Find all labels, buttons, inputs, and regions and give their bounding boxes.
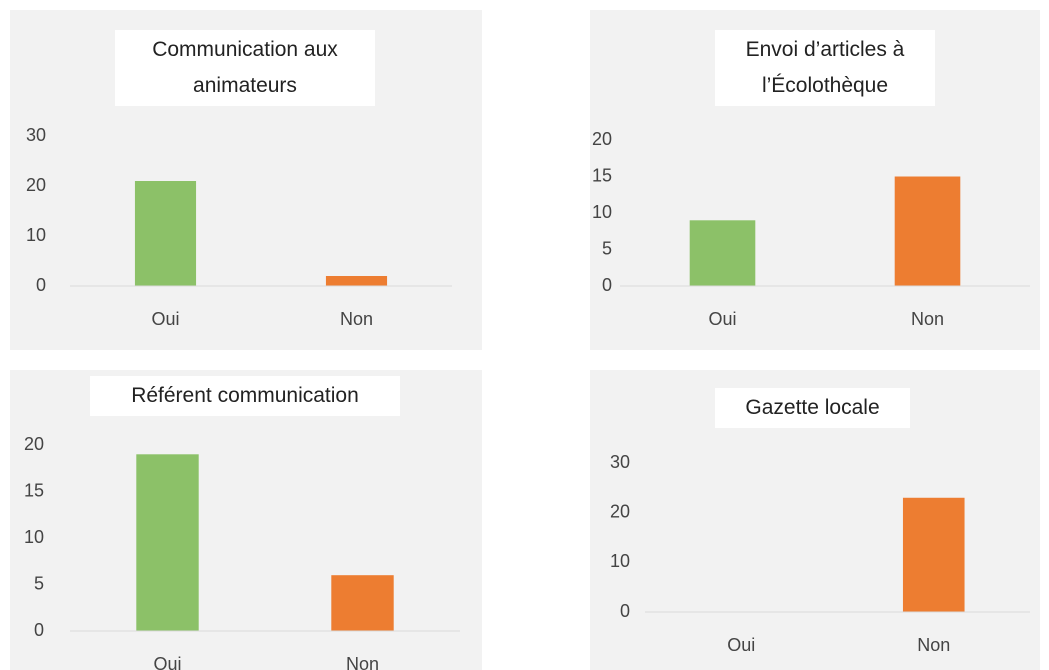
x-tick-label: Non xyxy=(911,309,944,329)
bar xyxy=(134,181,197,286)
bar xyxy=(894,176,961,286)
y-tick-label: 10 xyxy=(592,202,612,222)
y-tick-label: 30 xyxy=(610,452,630,472)
y-tick-label: 15 xyxy=(24,480,44,500)
chart-panel: 0 5 10 15 20 Oui Non Référent communication xyxy=(10,370,482,670)
x-tick-label: Non xyxy=(346,654,379,670)
chart: 0 5 10 15 20 Oui Non xyxy=(24,434,460,670)
x-tick-label: Non xyxy=(340,309,373,329)
y-tick-label: 10 xyxy=(26,225,46,245)
chart: 0 10 20 30 Oui Non xyxy=(610,452,1030,655)
y-tick-label: 15 xyxy=(592,165,612,185)
chart-title: Communication aux animateurs xyxy=(115,30,375,106)
chart: 0 5 10 15 20 Oui Non xyxy=(592,129,1030,329)
chart: 0 10 20 30 Oui Non xyxy=(26,125,452,329)
y-tick-label: 20 xyxy=(26,175,46,195)
chart-title: Gazette locale xyxy=(715,388,910,428)
x-tick-label: Oui xyxy=(727,635,755,655)
y-tick-label: 5 xyxy=(34,573,44,593)
bar xyxy=(331,575,394,631)
x-tick-label: Oui xyxy=(153,654,181,670)
y-tick-label: 20 xyxy=(24,434,44,454)
y-tick-label: 10 xyxy=(610,551,630,571)
bar xyxy=(325,276,388,286)
y-tick-label: 0 xyxy=(34,620,44,640)
chart-title: Envoi d’articles à l’Écolothèque xyxy=(715,30,935,106)
y-tick-label: 0 xyxy=(602,275,612,295)
y-tick-label: 20 xyxy=(592,129,612,149)
chart-panel: 0 10 20 30 Oui Non Communication aux animateur… xyxy=(10,10,482,350)
y-tick-label: 10 xyxy=(24,527,44,547)
x-tick-label: Oui xyxy=(151,309,179,329)
y-tick-label: 20 xyxy=(610,501,630,521)
bar xyxy=(136,454,199,631)
y-tick-label: 0 xyxy=(36,275,46,295)
chart-panel: 0 5 10 15 20 Oui Non Envoi d’articles à l’Écolo… xyxy=(590,10,1040,350)
y-tick-label: 0 xyxy=(620,601,630,621)
y-tick-label: 5 xyxy=(602,238,612,258)
chart-title: Référent communication xyxy=(90,376,400,416)
chart-panel: 0 10 20 30 Oui Non Gazette locale xyxy=(590,370,1040,670)
x-tick-label: Non xyxy=(917,635,950,655)
y-tick-label: 30 xyxy=(26,125,46,145)
bar xyxy=(689,220,756,286)
bar xyxy=(902,497,965,612)
x-tick-label: Oui xyxy=(708,309,736,329)
